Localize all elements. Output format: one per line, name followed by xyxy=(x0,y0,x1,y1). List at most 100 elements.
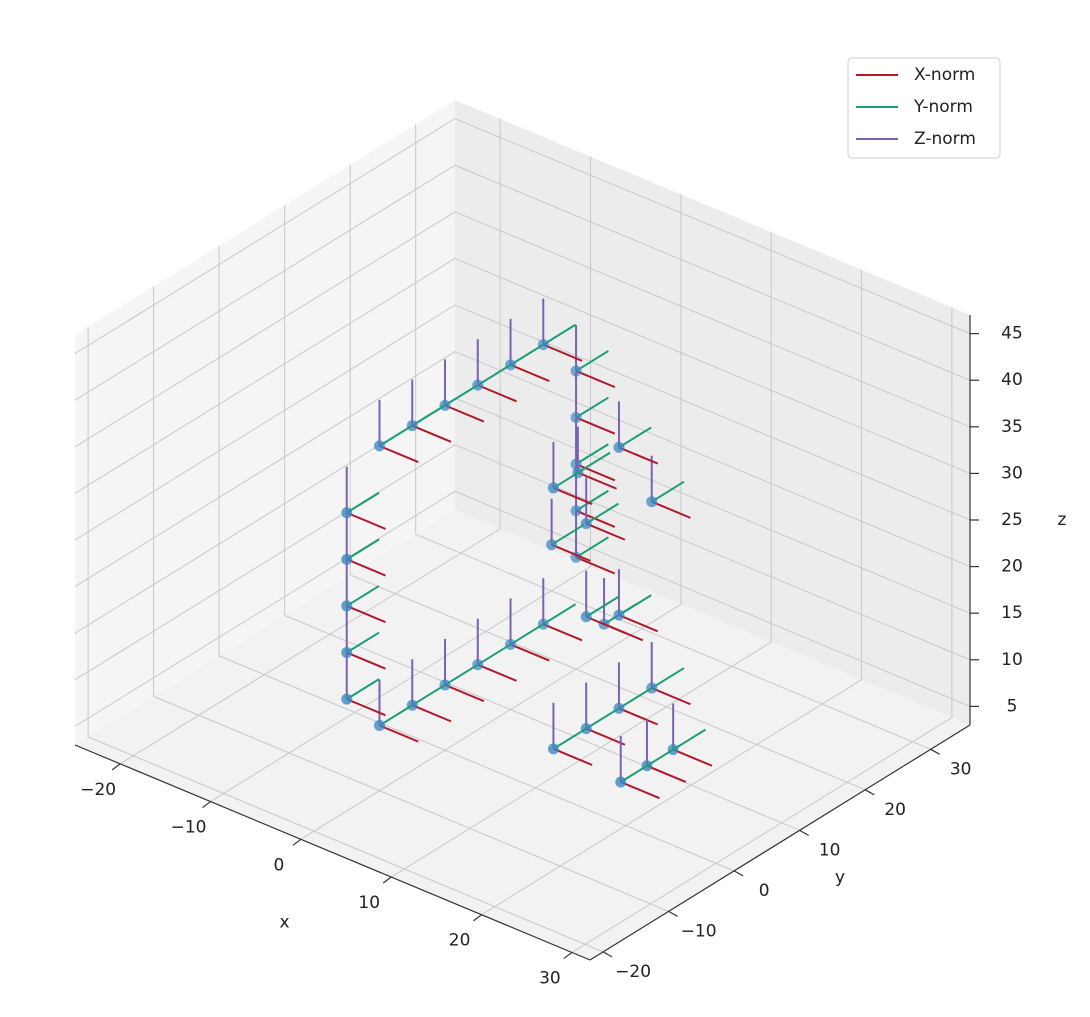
normal-y xyxy=(411,404,446,427)
grid-line xyxy=(74,444,971,681)
z-tick-label: 35 xyxy=(1001,417,1023,437)
normal-x xyxy=(553,747,593,766)
y-tick xyxy=(864,789,875,796)
y-tick-label: 10 xyxy=(819,840,841,860)
normal-x xyxy=(346,605,386,624)
y-tick-label: 30 xyxy=(950,759,972,779)
point xyxy=(646,682,658,694)
grid-line xyxy=(74,490,971,727)
x-tick-label: 0 xyxy=(273,855,284,875)
normal-x xyxy=(553,487,593,506)
point xyxy=(580,723,592,735)
x-tick xyxy=(202,801,211,809)
grid-line xyxy=(153,286,669,912)
grid-line xyxy=(300,194,682,840)
normal-x xyxy=(575,416,616,435)
normal-y xyxy=(346,491,380,514)
axis-line xyxy=(589,724,971,961)
normal-y xyxy=(346,538,380,561)
floor-pane xyxy=(75,510,970,960)
grid-line xyxy=(481,269,863,916)
x-tick xyxy=(473,914,482,922)
normal-x xyxy=(620,781,660,800)
point xyxy=(570,365,582,377)
normal-y xyxy=(618,594,652,616)
normal-y xyxy=(575,350,609,372)
grid-line xyxy=(415,124,931,750)
point xyxy=(341,507,353,519)
grid-line xyxy=(74,257,971,494)
legend-box xyxy=(847,57,1001,159)
grid-line xyxy=(218,245,735,872)
normal-y xyxy=(444,664,478,686)
x-tick-label: 30 xyxy=(539,968,561,988)
normal-y xyxy=(651,667,685,689)
normal-y xyxy=(444,384,478,407)
normal-x xyxy=(444,684,485,703)
normal-x xyxy=(477,663,517,682)
point xyxy=(613,441,625,453)
normal-x xyxy=(577,471,617,490)
point xyxy=(570,412,582,424)
grid-line xyxy=(119,118,501,765)
point xyxy=(537,339,549,351)
normal-x xyxy=(444,404,485,423)
grid-line xyxy=(284,205,800,831)
normal-y xyxy=(542,323,577,346)
normal-x xyxy=(618,614,659,633)
x-tick xyxy=(292,838,302,846)
normal-x xyxy=(542,623,583,642)
normal-x xyxy=(585,522,626,541)
point xyxy=(537,618,549,630)
normal-x xyxy=(618,446,659,465)
normal-x xyxy=(575,463,616,482)
axis-line xyxy=(74,744,591,961)
grid-line xyxy=(74,164,971,401)
point xyxy=(439,679,451,691)
normal-y xyxy=(542,603,577,626)
normal-x xyxy=(551,543,591,562)
point xyxy=(341,647,353,659)
point xyxy=(406,699,418,711)
z-axis-label: z xyxy=(1058,510,1067,530)
point xyxy=(341,553,353,565)
y-tick xyxy=(733,870,744,877)
normal-x xyxy=(346,651,386,670)
y-tick-label: −10 xyxy=(681,921,717,941)
normal-x xyxy=(477,384,517,403)
grid-line xyxy=(74,351,971,588)
normal-y xyxy=(477,643,511,666)
grid-line xyxy=(210,156,592,803)
grid-line xyxy=(349,164,866,791)
normal-x xyxy=(411,704,452,723)
normal-y xyxy=(510,344,544,366)
normal-y xyxy=(575,443,609,465)
grid-line xyxy=(87,326,604,953)
y-tick xyxy=(668,910,678,917)
normal-x xyxy=(379,724,419,743)
z-tick-label: 45 xyxy=(1001,324,1023,344)
point xyxy=(646,496,658,508)
normal-y xyxy=(575,536,609,559)
x-axis-label: x xyxy=(279,913,289,933)
normal-y xyxy=(552,467,587,489)
x-tick xyxy=(382,876,392,884)
y-tick xyxy=(799,829,809,836)
normal-y xyxy=(378,425,413,447)
legend-label: X-norm xyxy=(914,65,975,85)
x-tick-label: −20 xyxy=(80,780,116,800)
normal-x xyxy=(379,444,419,464)
y-axis-label: y xyxy=(835,868,845,888)
normal-y xyxy=(585,595,620,618)
normal-x xyxy=(651,687,691,706)
z-tick-label: 5 xyxy=(1007,696,1018,716)
normal-x xyxy=(346,698,386,717)
normal-y xyxy=(618,426,652,449)
y-tick xyxy=(930,748,940,755)
grid-line xyxy=(74,211,971,448)
z-tick-label: 10 xyxy=(1001,650,1023,670)
point xyxy=(615,776,627,788)
point xyxy=(505,638,517,650)
grid-line xyxy=(74,304,971,541)
